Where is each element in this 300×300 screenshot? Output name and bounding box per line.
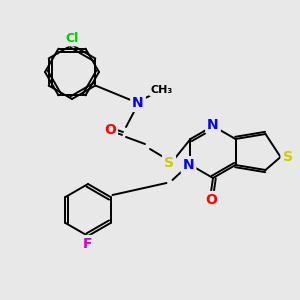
Text: Cl: Cl	[65, 32, 79, 44]
Text: N: N	[132, 96, 144, 110]
Text: N: N	[183, 158, 194, 172]
Text: CH₃: CH₃	[151, 85, 173, 95]
Text: O: O	[104, 123, 116, 137]
Text: S: S	[283, 150, 292, 164]
Text: O: O	[205, 193, 217, 207]
Text: F: F	[83, 237, 93, 251]
Text: S: S	[164, 156, 174, 170]
Text: N: N	[207, 118, 219, 132]
